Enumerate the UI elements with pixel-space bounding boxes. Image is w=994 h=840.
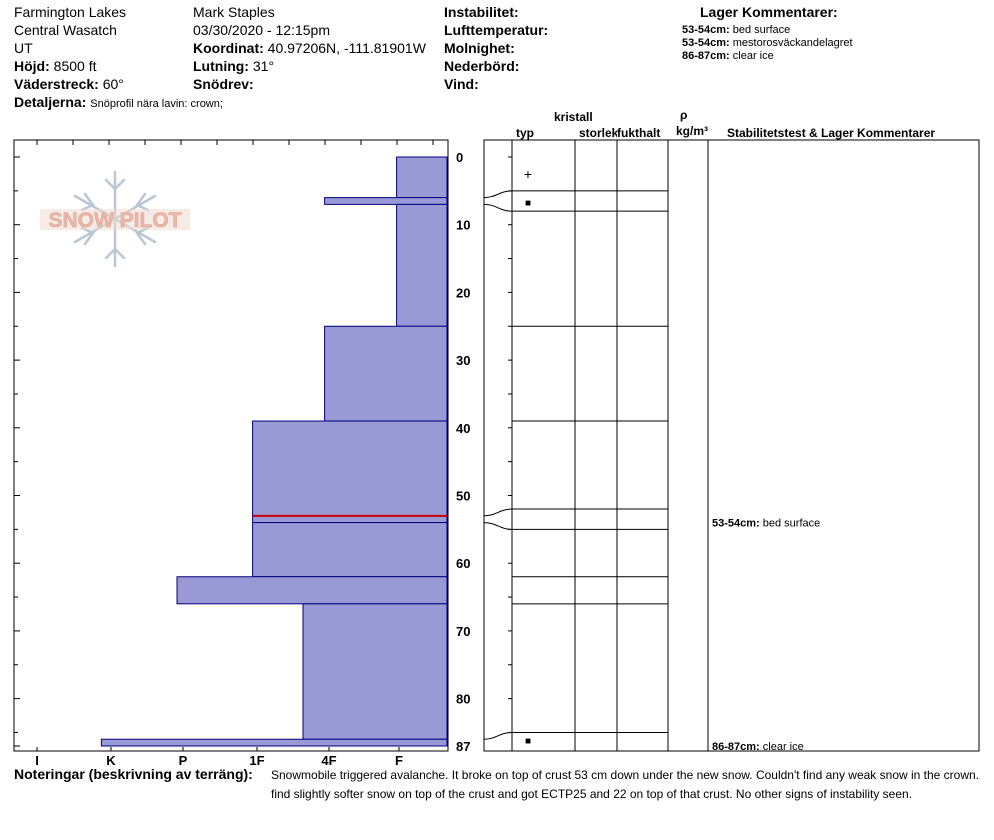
depth-tick-label: 20 <box>456 285 470 300</box>
stability-frame <box>707 139 980 752</box>
col-size: storlek <box>579 126 617 140</box>
precip-label: Nederbörd: <box>444 58 520 74</box>
layer-bar-5 <box>252 515 448 524</box>
grain-connector <box>483 508 513 517</box>
depth-tick-label: 0 <box>456 150 463 165</box>
hardness-frame <box>13 139 449 752</box>
layer-bar-0 <box>396 156 448 199</box>
elevation-label: Höjd: <box>14 58 50 74</box>
layer-bar-8 <box>302 603 448 740</box>
layer-comment: 53-54cm: mestorosväckandelagret <box>682 37 853 49</box>
col-stability: Stabilitetstest & Lager Kommentarer <box>727 126 936 140</box>
slope: Lutning: 31° <box>193 57 274 75</box>
hardness-layers <box>100 156 448 747</box>
depth-tick-label: 10 <box>456 218 470 233</box>
grain-table: + ■ ■ <box>483 139 708 752</box>
coordinates-label: Koordinat: <box>193 40 264 56</box>
stability-comments: 53-54cm: bed surface 86-87cm: clear ice <box>712 518 820 753</box>
datetime: 03/30/2020 - 12:15pm <box>193 22 330 38</box>
layer-bar-2 <box>396 203 448 327</box>
slope-value: 31° <box>252 58 275 74</box>
aspect: Väderstreck: 60° <box>14 75 124 93</box>
instability-label: Instabilitet: <box>444 4 519 20</box>
col-rho: ρ <box>680 108 688 122</box>
slope-label: Lutning: <box>193 58 249 74</box>
location: Farmington Lakes <box>14 4 127 20</box>
depth-tick-label: 70 <box>456 624 470 639</box>
col-moisture: fukthalt <box>617 126 661 140</box>
notes-label: Noteringar (beskrivning av terräng): <box>14 766 253 782</box>
hardness-tick-label: 1F <box>249 753 264 768</box>
col-density-unit: kg/m³ <box>676 124 709 138</box>
col-crystal: kristall <box>554 110 593 124</box>
wind-label: Vind: <box>444 76 479 92</box>
details-value: Snöprofil nära lavin: crown; <box>90 98 223 110</box>
grain-connector <box>483 203 513 212</box>
layer-bar-6 <box>252 522 448 578</box>
layer-comment: 86-87cm: clear ice <box>682 50 774 62</box>
range: Central Wasatch <box>14 22 117 38</box>
hardness-tick-label: I <box>35 753 39 768</box>
depth-tick-label: 40 <box>456 421 470 436</box>
coordinates: Koordinat: 40.97206N, -111.81901W <box>193 39 426 57</box>
layer-bar-7 <box>176 576 448 605</box>
layer-comment: 53-54cm: bed surface <box>682 24 791 36</box>
hardness-axis: I K P 1F 4F F <box>35 140 434 768</box>
wind-loading-label: Snödrev: <box>193 76 254 92</box>
grain-connector <box>483 731 513 740</box>
layer-bar-4 <box>252 420 448 517</box>
depth-tick-label: 60 <box>456 556 470 571</box>
layer-bar-1 <box>324 197 448 205</box>
elevation: Höjd: 8500 ft <box>14 57 96 75</box>
depth-tick-label: 30 <box>456 353 470 368</box>
hardness-tick-label: F <box>395 753 403 768</box>
state: UT <box>14 40 33 56</box>
hardness-tick-label: K <box>106 753 116 768</box>
logo-text: SNOW PILOT <box>49 209 182 232</box>
layer-bar-3 <box>324 325 448 422</box>
grain-symbol-9: ■ <box>525 736 531 747</box>
elevation-value: 8500 ft <box>53 58 97 74</box>
air-temp-label: Lufttemperatur: <box>444 22 549 38</box>
observer: Mark Staples <box>193 4 275 20</box>
stability-comment-0: 53-54cm: bed surface <box>712 518 820 530</box>
grain-symbol-1: ■ <box>525 198 531 209</box>
hardness-tick-label: 4F <box>321 753 336 768</box>
coordinates-value: 40.97206N, -111.81901W <box>267 40 426 56</box>
layer-comments-title: Lager Kommentarer: <box>700 4 838 20</box>
details: Detaljerna: Snöprofil nära lavin: crown; <box>14 94 223 113</box>
snowpilot-logo: SNOW PILOT <box>40 170 190 268</box>
cloud-label: Molnighet: <box>444 40 515 56</box>
grain-connector <box>483 522 513 530</box>
col-type: typ <box>516 126 534 140</box>
depth-axis: 0 10 20 30 40 50 60 70 80 87 <box>14 150 470 754</box>
grain-table-frame <box>483 139 669 752</box>
depth-tick-label: 80 <box>456 692 470 707</box>
layer-comments-list: 53-54cm: bed surface 53-54cm: mestorosvä… <box>682 24 853 63</box>
grain-symbol-0: + <box>524 166 532 182</box>
aspect-value: 60° <box>102 76 124 92</box>
depth-tick-label: 87 <box>456 739 470 754</box>
notes-line-2: find slightly softer snow on top of the … <box>271 787 913 801</box>
notes-line-1: Snowmobile triggered avalanche. It broke… <box>271 768 980 782</box>
aspect-label: Väderstreck: <box>14 76 99 92</box>
grain-connector <box>483 190 513 199</box>
stability-comment-1: 86-87cm: clear ice <box>712 741 804 753</box>
depth-tick-label: 50 <box>456 489 470 504</box>
hardness-tick-label: P <box>179 753 188 768</box>
details-label: Detaljerna: <box>14 94 87 110</box>
layer-bar-9 <box>100 738 448 747</box>
